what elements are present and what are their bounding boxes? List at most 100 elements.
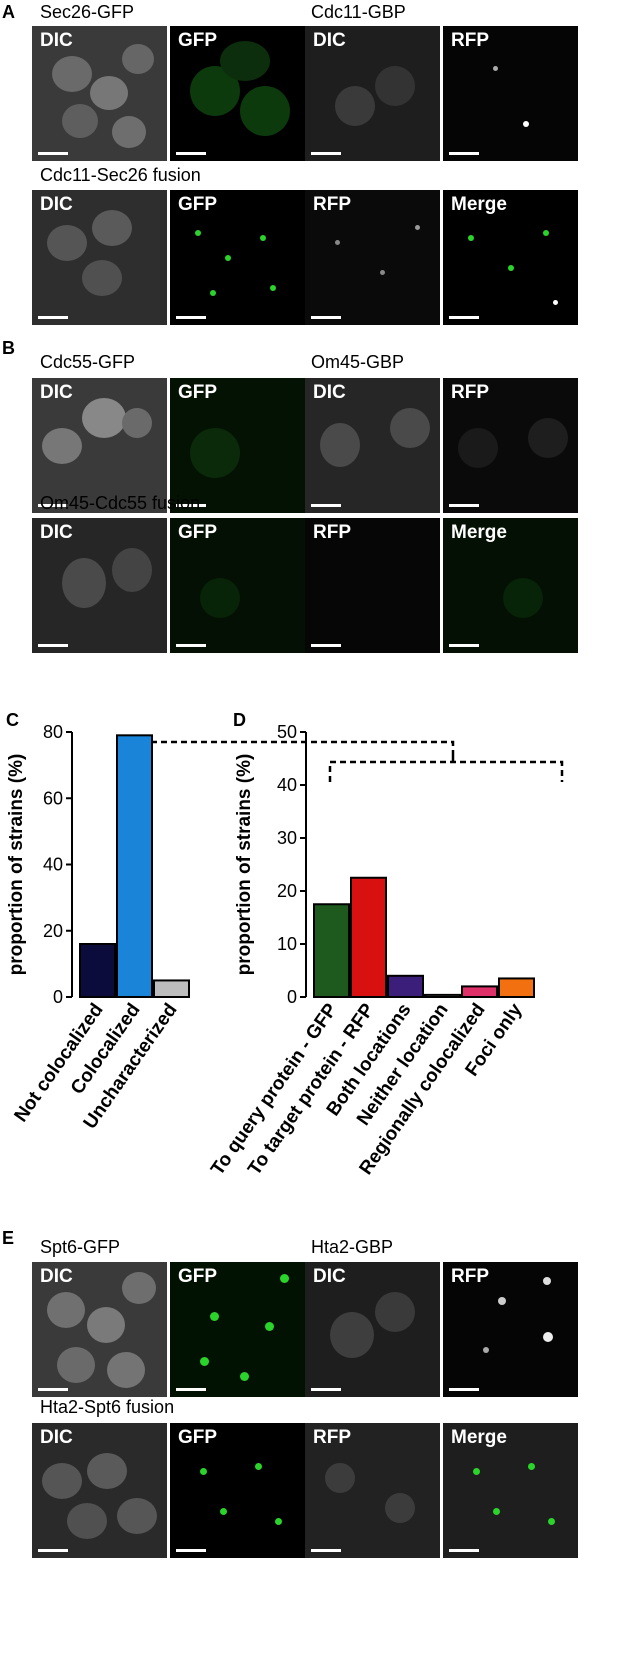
micrograph-label: RFP	[451, 382, 489, 403]
micrograph-label: DIC	[40, 30, 73, 51]
bar	[313, 903, 350, 998]
scale-bar	[38, 152, 68, 155]
y-tick-label: 60	[43, 788, 63, 808]
micrograph-label: Merge	[451, 522, 507, 543]
micrograph-e-dic-1: DIC	[32, 1262, 167, 1397]
micrograph-label: DIC	[40, 522, 73, 543]
y-tick-label: 50	[277, 722, 297, 742]
micrograph-label: Merge	[451, 1427, 507, 1448]
bar	[461, 985, 498, 998]
micrograph-label: GFP	[178, 194, 218, 215]
micrograph-b-rfp-2: RFP	[305, 518, 440, 653]
y-tick-label: 40	[277, 775, 297, 795]
panel-letter-d: D	[233, 710, 246, 730]
scale-bar	[449, 1549, 479, 1552]
micrograph-b-dic-1: DIC	[32, 378, 167, 513]
y-axis-label: proportion of strains (%)	[234, 754, 255, 976]
micrograph-label: RFP	[313, 522, 351, 543]
scale-bar	[38, 644, 68, 647]
scale-bar	[38, 504, 68, 507]
micrograph-label: RFP	[313, 1427, 351, 1448]
strain-label-hta2-gbp: Hta2-GBP	[311, 1237, 394, 1257]
scale-bar	[176, 504, 206, 507]
micrograph-a-gfp-1: GFP	[170, 26, 305, 161]
strain-label-spt6-gfp: Spt6-GFP	[40, 1237, 121, 1257]
micrograph-label: GFP	[178, 522, 218, 543]
scale-bar	[449, 316, 479, 319]
strain-label-om45-gbp: Om45-GBP	[311, 352, 405, 372]
micrograph-label: DIC	[40, 382, 73, 403]
scale-bar	[38, 1549, 68, 1552]
micrograph-label: DIC	[313, 382, 346, 403]
panel-letter-e: E	[2, 1228, 15, 1248]
panel-letter-c: C	[6, 710, 19, 730]
micrograph-label: GFP	[178, 382, 218, 403]
strain-label-cdc11-sec26-fusion: Cdc11-Sec26 fusion	[40, 165, 201, 185]
strain-label-cdc55-gfp: Cdc55-GFP	[40, 352, 136, 372]
micrograph-label: Merge	[451, 194, 507, 215]
micrograph-e-rfp-2: RFP	[305, 1423, 440, 1558]
micrograph-b-merge: Merge	[443, 518, 578, 653]
micrograph-b-gfp-1: GFP	[170, 378, 305, 513]
scale-bar	[311, 1549, 341, 1552]
micrograph-label: DIC	[313, 1266, 346, 1287]
micrograph-e-rfp-1: RFP	[443, 1262, 578, 1397]
bracket-connector	[142, 740, 564, 782]
bar	[350, 876, 387, 998]
scale-bar	[38, 1388, 68, 1391]
bar	[116, 734, 153, 998]
micrograph-a-rfp-2: RFP	[305, 190, 440, 325]
scale-bar	[311, 316, 341, 319]
micrograph-a-gfp-2: GFP	[170, 190, 305, 325]
y-tick-label: 0	[287, 987, 297, 1007]
micrograph-b-rfp-1: RFP	[443, 378, 578, 513]
bar	[153, 979, 190, 998]
micrograph-a-rfp-1: RFP	[443, 26, 578, 161]
micrograph-label: GFP	[178, 1266, 218, 1287]
scale-bar	[176, 644, 206, 647]
micrograph-b-gfp-2: GFP	[170, 518, 305, 653]
micrograph-a-dic-2: DIC	[305, 26, 440, 161]
micrograph-label: RFP	[451, 30, 489, 51]
scale-bar	[176, 1388, 206, 1391]
micrograph-e-gfp-1: GFP	[170, 1262, 305, 1397]
micrograph-label: DIC	[40, 1266, 73, 1287]
panel-letter-a: A	[2, 2, 15, 22]
scale-bar	[176, 316, 206, 319]
y-tick-label: 10	[277, 934, 297, 954]
strain-label-cdc11-gbp: Cdc11-GBP	[311, 2, 406, 22]
scale-bar	[311, 1388, 341, 1391]
strain-label-hta2-spt6-fusion: Hta2-Spt6 fusion	[40, 1397, 175, 1417]
micrograph-label: GFP	[178, 1427, 218, 1448]
bar	[424, 993, 461, 999]
micrograph-e-dic-2: DIC	[305, 1262, 440, 1397]
y-tick-label: 0	[53, 987, 63, 1007]
y-tick-label: 20	[277, 881, 297, 901]
bar	[498, 977, 535, 999]
y-tick-label: 30	[277, 828, 297, 848]
strain-label-sec26-gfp: Sec26-GFP	[40, 2, 135, 22]
micrograph-e-gfp-2: GFP	[170, 1423, 305, 1558]
micrograph-label: DIC	[40, 194, 73, 215]
y-axis-label: proportion of strains (%)	[6, 754, 27, 976]
micrograph-e-dic-3: DIC	[32, 1423, 167, 1558]
scale-bar	[449, 504, 479, 507]
y-tick-label: 80	[43, 722, 63, 742]
micrograph-label: RFP	[313, 194, 351, 215]
micrograph-a-merge: Merge	[443, 190, 578, 325]
micrograph-label: RFP	[451, 1266, 489, 1287]
scale-bar	[449, 644, 479, 647]
scale-bar	[311, 152, 341, 155]
scale-bar	[311, 644, 341, 647]
scale-bar	[449, 152, 479, 155]
micrograph-b-dic-2: DIC	[305, 378, 440, 513]
micrograph-label: DIC	[313, 30, 346, 51]
micrograph-e-merge: Merge	[443, 1423, 578, 1558]
scale-bar	[38, 316, 68, 319]
scale-bar	[176, 152, 206, 155]
micrograph-a-dic-3: DIC	[32, 190, 167, 325]
y-tick-label: 20	[43, 921, 63, 941]
